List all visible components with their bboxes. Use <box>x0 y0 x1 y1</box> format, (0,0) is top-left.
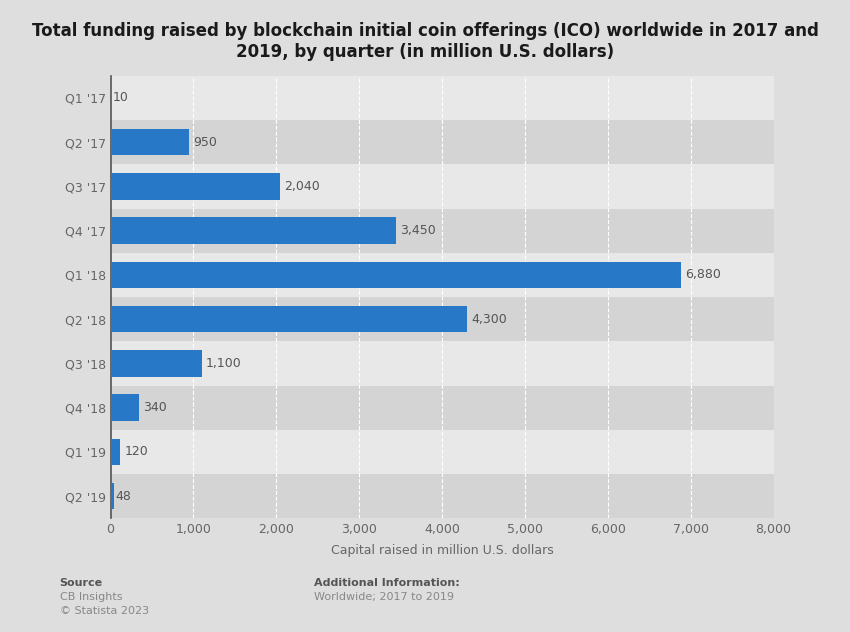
Bar <box>110 129 190 155</box>
Text: Total funding raised by blockchain initial coin offerings (ICO) worldwide in 201: Total funding raised by blockchain initi… <box>31 22 819 61</box>
Text: Source: Source <box>60 578 103 588</box>
Bar <box>110 430 774 474</box>
Bar <box>110 253 774 297</box>
Bar <box>110 341 774 386</box>
Bar <box>110 439 121 465</box>
Bar <box>110 386 774 430</box>
Text: 48: 48 <box>116 490 132 502</box>
Bar <box>110 76 774 120</box>
Bar <box>110 483 115 509</box>
Text: 2,040: 2,040 <box>284 180 320 193</box>
Bar <box>110 120 774 164</box>
Text: 10: 10 <box>112 92 128 104</box>
Bar <box>110 173 280 200</box>
Text: 6,880: 6,880 <box>685 269 721 281</box>
X-axis label: Capital raised in million U.S. dollars: Capital raised in million U.S. dollars <box>331 544 553 557</box>
Text: 3,450: 3,450 <box>400 224 436 237</box>
Text: Additional Information:: Additional Information: <box>314 578 460 588</box>
Bar <box>110 474 774 518</box>
Bar <box>110 297 774 341</box>
Text: 4,300: 4,300 <box>471 313 507 325</box>
Bar <box>110 306 467 332</box>
Text: Worldwide; 2017 to 2019: Worldwide; 2017 to 2019 <box>314 592 455 602</box>
Bar <box>110 262 681 288</box>
Bar <box>110 164 774 209</box>
Text: CB Insights
© Statista 2023: CB Insights © Statista 2023 <box>60 592 149 616</box>
Bar <box>110 350 201 377</box>
Bar <box>110 217 396 244</box>
Text: 1,100: 1,100 <box>206 357 241 370</box>
Bar <box>110 394 139 421</box>
Text: 340: 340 <box>143 401 167 414</box>
Text: 120: 120 <box>125 446 149 458</box>
Bar <box>110 209 774 253</box>
Text: 950: 950 <box>193 136 218 149</box>
